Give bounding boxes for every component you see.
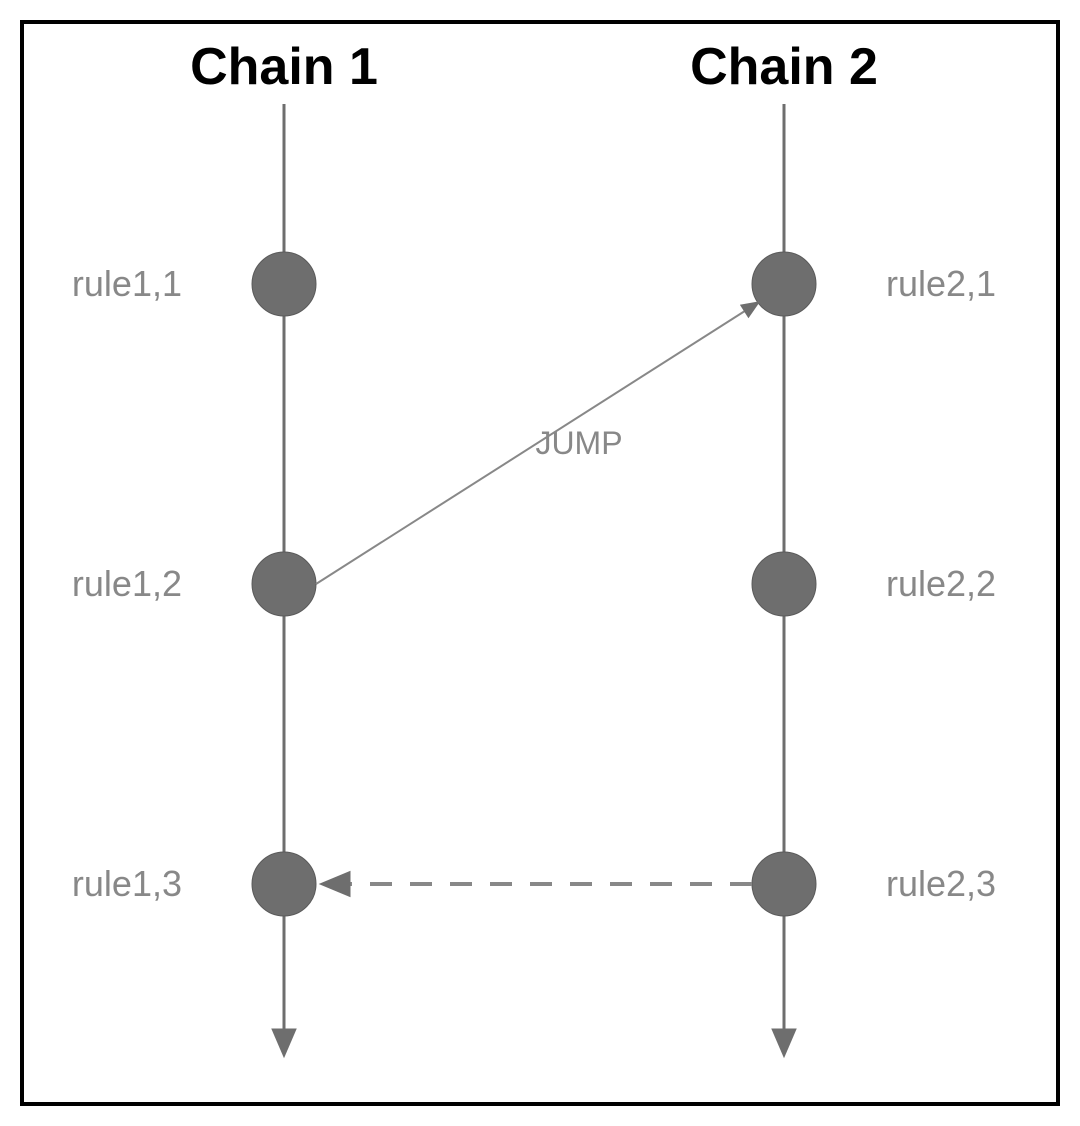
node-label-r23: rule2,3 [886,863,996,904]
node-label-r21: rule2,1 [886,263,996,304]
node-r12 [252,552,316,616]
node-label-r13: rule1,3 [72,863,182,904]
node-r13 [252,852,316,916]
chain-title-chain1: Chain 1 [190,38,378,96]
diagram-frame: Chain 1 rule1,1 rule1,2 rule1,3 Chain 2 rule2… [20,20,1060,1106]
node-r21 [752,252,816,316]
node-label-r22: rule2,2 [886,563,996,604]
diagram-svg: Chain 1 rule1,1 rule1,2 rule1,3 Chain 2 rule2… [24,24,1064,1110]
edge-label-jump: JUMP [535,425,622,461]
chain-title-chain2: Chain 2 [690,38,878,96]
node-r22 [752,552,816,616]
node-r11 [252,252,316,316]
node-label-r11: rule1,1 [72,263,182,304]
node-label-r12: rule1,2 [72,563,182,604]
node-r23 [752,852,816,916]
